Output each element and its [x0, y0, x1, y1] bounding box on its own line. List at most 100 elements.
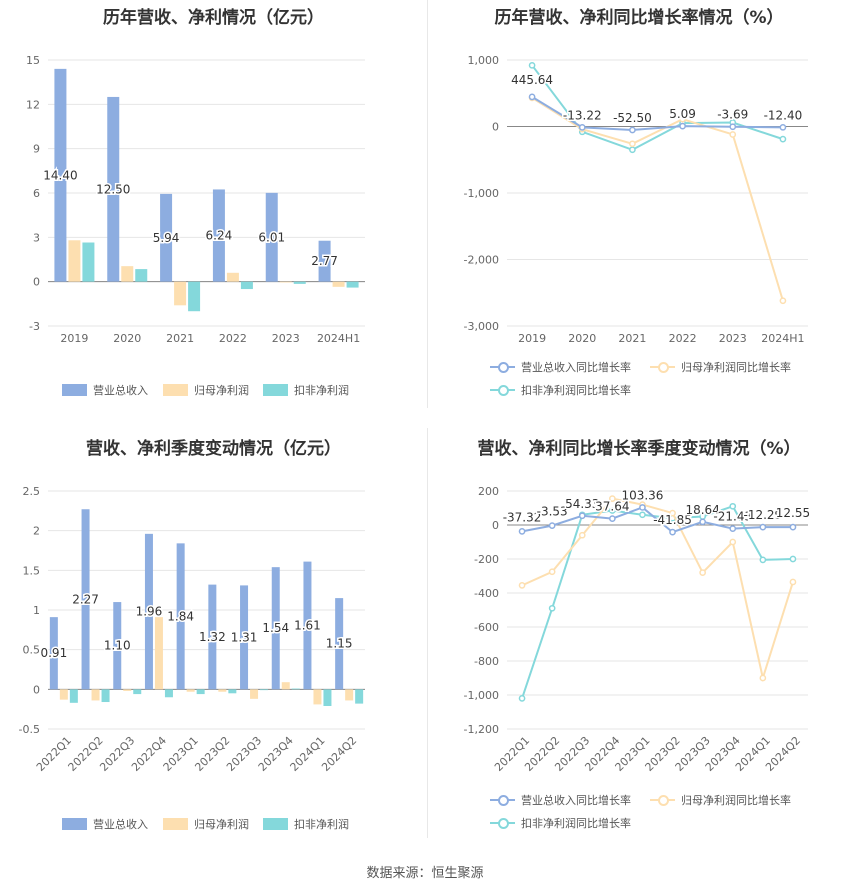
data-point: [779, 297, 787, 305]
y-tick-label: 200: [478, 485, 499, 498]
data-point: [789, 578, 797, 586]
series-line-netprofit: [521, 497, 794, 682]
bar-revenue: [265, 192, 278, 282]
bar-netprofit: [226, 272, 239, 282]
x-tick-label: 2020: [113, 332, 141, 345]
legend-item-netprofit[interactable]: 归母净利润: [163, 382, 249, 398]
data-point: [518, 527, 526, 535]
y-tick-label: -3,000: [464, 320, 499, 333]
series-line-deducted: [531, 64, 784, 151]
vertical-divider-lower: [427, 428, 428, 838]
data-label: 1.15: [326, 637, 353, 651]
y-tick-label: -2,000: [464, 254, 499, 267]
x-tick-label: 2024H1: [761, 332, 804, 345]
y-tick-label: 12: [26, 98, 40, 111]
legend-item-deducted-growth[interactable]: 扣非净利润同比增长率: [490, 382, 631, 398]
legend-item-deducted[interactable]: 扣非净利润: [263, 816, 349, 832]
chart-title: 历年营收、净利同比增长率情况（%）: [494, 8, 784, 28]
legend-swatch-netprofit: [163, 818, 188, 830]
bar-revenue: [208, 584, 217, 690]
legend-label: 归母净利润: [194, 384, 249, 397]
quarterly-growth-chart: -1,200-1,000-800-600-400-20002002022Q120…: [464, 485, 812, 774]
series-line-deducted: [521, 505, 793, 699]
legend-item-netprofit-growth[interactable]: 归母净利润同比增长率: [650, 359, 791, 375]
y-tick-label: 3: [33, 231, 40, 244]
legend-line-deducted: [490, 817, 515, 829]
data-point: [779, 135, 787, 143]
data-point: [679, 122, 686, 130]
data-point: [548, 568, 556, 576]
y-tick-label: -1,000: [464, 187, 499, 200]
legend-item-netprofit-growth[interactable]: 归母净利润同比增长率: [650, 792, 791, 808]
x-tick-label: 2022: [669, 332, 697, 345]
data-label: -12.40: [764, 108, 803, 122]
bar-revenue: [303, 561, 312, 690]
data-label: 54.33: [565, 497, 599, 511]
y-tick-label: -0.5: [19, 723, 40, 736]
bar-revenue: [212, 189, 225, 282]
legend-label: 营业总收入: [93, 818, 148, 831]
chart-title: 营收、净利季度变动情况（亿元）: [86, 439, 341, 459]
legend-item-revenue-growth[interactable]: 营业总收入同比增长率: [490, 792, 631, 808]
data-point: [669, 528, 676, 536]
data-label: -21.43: [713, 510, 752, 524]
legend-label: 营业总收入同比增长率: [521, 361, 631, 374]
legend-label: 营业总收入: [93, 384, 148, 397]
data-label: -3.69: [717, 108, 748, 122]
data-label: -13.22: [563, 108, 602, 122]
bar-deducted: [240, 281, 253, 290]
data-point: [578, 531, 586, 539]
bar-deducted: [188, 281, 201, 312]
data-point: [699, 569, 706, 576]
data-label: 6.24: [206, 229, 233, 243]
legend-label: 扣非净利润同比增长率: [521, 384, 631, 397]
legend-item-revenue[interactable]: 营业总收入: [62, 816, 148, 832]
bar-revenue: [160, 193, 173, 282]
legend-item-revenue-growth[interactable]: 营业总收入同比增长率: [490, 359, 631, 375]
bar-netprofit: [250, 689, 259, 699]
y-tick-label: -800: [474, 655, 499, 668]
legend-item-netprofit[interactable]: 归母净利润: [163, 816, 249, 832]
data-point: [779, 123, 787, 131]
bar-deducted: [69, 689, 78, 703]
data-point: [548, 522, 556, 529]
y-tick-label: -3: [29, 320, 40, 333]
legend-item-deducted[interactable]: 扣非净利润: [263, 382, 349, 398]
bar-revenue: [335, 598, 344, 690]
data-point: [528, 61, 536, 69]
legend-item-revenue[interactable]: 营业总收入: [62, 382, 148, 398]
annual-growth-chart: -3,000 -2,000 -1,000 0 1,000 2019 2020 2021 2022…: [464, 54, 808, 345]
bar-netprofit: [281, 682, 290, 690]
bar-netprofit: [186, 689, 195, 692]
legend-swatch-netprofit: [163, 384, 188, 396]
data-label: -41.85: [653, 513, 692, 527]
bar-revenue: [176, 543, 185, 690]
x-tick-label: 2024H1: [317, 332, 360, 345]
legend-swatch-revenue: [62, 384, 87, 396]
annual-revenue-profit-chart: -3 0 3 6 9 12 15 2019 2020 2021 2022 2023 2024H1 14.4…: [26, 54, 365, 345]
data-label: -12.29: [744, 508, 783, 522]
data-label: 5.94: [153, 231, 180, 245]
data-point: [679, 115, 686, 123]
data-point: [629, 126, 636, 134]
y-tick-label: -1,200: [464, 723, 499, 736]
data-label: 103.36: [621, 488, 663, 502]
data-label: 1.61: [294, 618, 321, 632]
legend-label: 归母净利润同比增长率: [681, 361, 791, 374]
data-point: [729, 502, 737, 510]
bar-deducted: [228, 689, 237, 694]
legend-item-deducted-growth[interactable]: 扣非净利润同比增长率: [490, 815, 631, 831]
data-label: 12.50: [96, 182, 130, 196]
bar-deducted: [355, 689, 364, 704]
annual-revenue-profit-panel: 历年营收、净利情况（亿元） -3 0 3 6 9 12 15 2019 2020 2021 2022…: [0, 0, 427, 410]
legend-label: 扣非净利润: [294, 818, 349, 831]
y-tick-label: 9: [33, 143, 40, 156]
bar-netprofit: [91, 689, 100, 701]
bar-revenue: [240, 585, 249, 690]
legend-label: 扣非净利润: [294, 384, 349, 397]
bar-revenue: [271, 567, 280, 690]
data-label: -37.32: [503, 510, 542, 524]
data-label: 18.64: [685, 503, 719, 517]
legend-label: 扣非净利润同比增长率: [521, 817, 631, 830]
data-label: 12.55: [776, 506, 810, 520]
